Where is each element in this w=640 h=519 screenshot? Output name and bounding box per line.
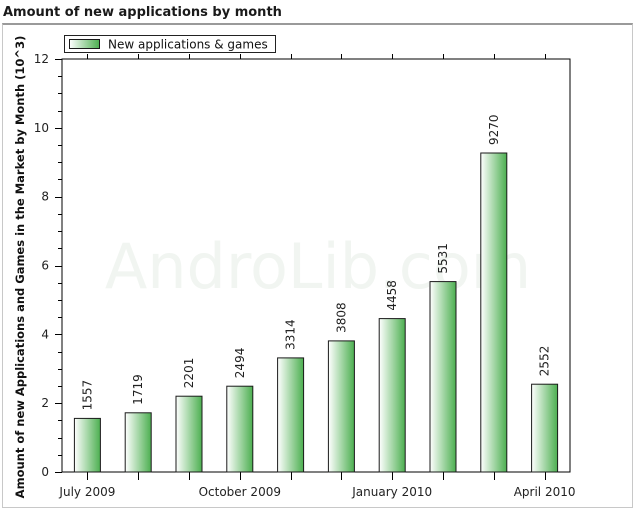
y-tick-label: 0	[41, 465, 49, 479]
bar-value-label: 3808	[334, 302, 348, 333]
bar	[226, 385, 254, 473]
bar	[124, 412, 152, 473]
x-tick-label: October 2009	[199, 485, 281, 499]
legend-swatch	[69, 39, 100, 49]
bar-value-label: 4458	[385, 280, 399, 311]
chart-frame	[2, 23, 633, 508]
bar-value-label: 2201	[182, 358, 196, 389]
chart-axes: 0 2 4 6 8 10 12 July 2009 October 2009 January 20…	[34, 52, 576, 499]
bar-value-label: 9270	[487, 114, 501, 145]
watermark-text: AndroLib.com	[105, 230, 531, 303]
legend-box	[64, 35, 276, 53]
bar	[327, 340, 355, 473]
y-tick-label: 2	[41, 396, 49, 410]
y-tick-label: 6	[41, 259, 49, 273]
y-axis-title: Amount of new Applications and Games in …	[13, 36, 27, 499]
chart-legend: New applications & games	[64, 35, 276, 53]
bar-value-label: 3314	[284, 319, 298, 350]
chart-bars: 1557 1719 2201 2494 3314 3808 4458 5531 9270 2552	[73, 114, 559, 473]
bar	[531, 383, 559, 473]
x-tick-label: January 2010	[351, 485, 432, 499]
y-tick-label: 10	[34, 121, 49, 135]
bar	[378, 318, 406, 473]
bar	[429, 281, 457, 473]
plot-area-border	[61, 58, 571, 473]
bar	[175, 395, 203, 473]
y-tick-label: 8	[41, 190, 49, 204]
y-tick-label: 4	[41, 327, 49, 341]
legend-label: New applications & games	[108, 38, 268, 52]
bar-value-label: 2494	[233, 348, 247, 379]
bar	[277, 357, 305, 473]
bar-value-label: 2552	[538, 346, 552, 377]
y-tick-label: 12	[34, 52, 49, 66]
bar-value-label: 1719	[131, 374, 145, 405]
page-title: Amount of new applications by month	[3, 5, 282, 20]
x-tick-label: July 2009	[58, 485, 115, 499]
bar-value-label: 1557	[80, 380, 94, 411]
bar	[73, 417, 101, 473]
x-tick-label: April 2010	[514, 485, 576, 499]
bar	[480, 152, 508, 473]
bar-value-label: 5531	[436, 243, 450, 274]
